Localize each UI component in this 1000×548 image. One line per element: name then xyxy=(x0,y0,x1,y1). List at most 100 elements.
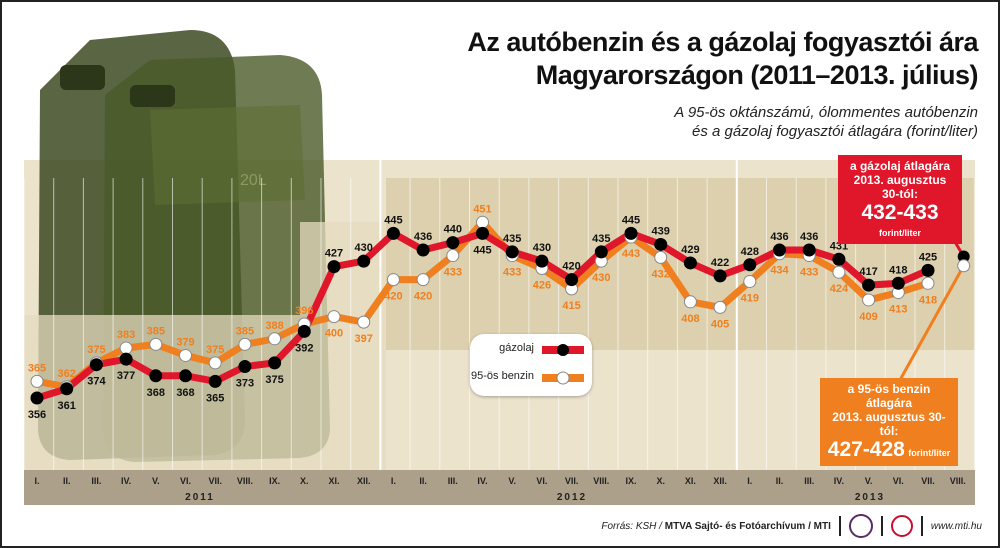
diesel-value-label: 374 xyxy=(87,376,106,388)
diesel-point xyxy=(713,269,727,283)
diesel-value-label: 425 xyxy=(919,251,937,263)
x-tick-label: V. xyxy=(508,476,516,486)
diesel-callout-line2: 2013. augusztus 30-tól: xyxy=(853,173,947,201)
petrol-point xyxy=(743,274,757,288)
diesel-value-label: 427 xyxy=(325,248,343,260)
x-tick-label: II. xyxy=(63,476,71,486)
x-tick-label: VI. xyxy=(180,476,191,486)
petrol-point xyxy=(832,265,846,279)
diesel-value-label: 445 xyxy=(384,214,402,226)
x-tick-label: VIII. xyxy=(237,476,253,486)
petrol-value-label: 415 xyxy=(562,300,580,312)
x-tick-label: III. xyxy=(804,476,814,486)
x-tick-label: XI. xyxy=(328,476,339,486)
x-tick-label: IV. xyxy=(477,476,487,486)
diesel-value-label: 430 xyxy=(355,242,373,254)
diesel-value-label: 373 xyxy=(236,378,254,390)
diesel-callout-value: 432-433 xyxy=(861,201,939,224)
petrol-point xyxy=(149,337,163,351)
x-tick-label: V. xyxy=(152,476,160,486)
diesel-value-label: 377 xyxy=(117,370,135,382)
petrol-value-label: 430 xyxy=(592,272,610,284)
petrol-value-label: 383 xyxy=(117,329,135,341)
diesel-value-label: 436 xyxy=(800,231,818,243)
petrol-point xyxy=(683,295,697,309)
diesel-value-label: 436 xyxy=(770,231,788,243)
petrol-value-label: 396 xyxy=(295,305,313,317)
petrol-point xyxy=(416,273,430,287)
diesel-point xyxy=(891,276,905,290)
subtitle-line-2: és a gázolaj fogyasztói átlagára (forint… xyxy=(692,123,978,140)
diesel-value-label: 417 xyxy=(859,266,877,278)
legend-swatch-petrol xyxy=(542,371,584,385)
x-tick-label: VII. xyxy=(565,476,579,486)
chart-subtitle: A 95-ös oktánszámú, ólommentes autóbenzi… xyxy=(674,103,978,141)
year-label: 2012 xyxy=(557,492,587,503)
diesel-value-label: 435 xyxy=(592,233,610,245)
petrol-value-label: 434 xyxy=(770,265,789,277)
x-tick-label: I. xyxy=(34,476,39,486)
diesel-callout: a gázolaj átlagára 2013. augusztus 30-tó… xyxy=(838,155,962,244)
diesel-value-label: 430 xyxy=(533,242,551,254)
petrol-value-label: 408 xyxy=(681,313,699,325)
x-tick-label: IV. xyxy=(121,476,131,486)
x-tick-label: XII. xyxy=(357,476,371,486)
petrol-value-label: 433 xyxy=(800,267,818,279)
diesel-value-label: 418 xyxy=(889,264,907,276)
x-tick-label: VIII. xyxy=(593,476,609,486)
x-tick-label: III. xyxy=(91,476,101,486)
diesel-point xyxy=(60,382,74,396)
chart-title: Az autóbenzin és a gázolaj fogyasztói ár… xyxy=(467,26,978,92)
diesel-value-label: 422 xyxy=(711,257,729,269)
petrol-value-label: 433 xyxy=(503,267,521,279)
x-tick-label: VI. xyxy=(536,476,547,486)
diesel-point xyxy=(683,256,697,270)
x-tick-label: III. xyxy=(448,476,458,486)
petrol-value-label: 362 xyxy=(58,368,76,380)
petrol-value-label: 419 xyxy=(741,292,759,304)
petrol-value-label: 443 xyxy=(622,248,640,260)
petrol-value-label: 365 xyxy=(28,362,46,374)
diesel-value-label: 439 xyxy=(652,225,670,237)
diesel-point xyxy=(743,258,757,272)
diesel-point xyxy=(921,263,935,277)
petrol-value-label: 375 xyxy=(206,344,224,356)
petrol-callout-line2: 2013. augusztus 30-tól: xyxy=(832,410,946,438)
mti-logo xyxy=(890,515,913,537)
petrol-aug-point xyxy=(957,259,971,273)
petrol-point xyxy=(713,300,727,314)
petrol-value-label: 409 xyxy=(859,311,877,323)
petrol-point xyxy=(30,374,44,388)
diesel-value-label: 435 xyxy=(503,233,521,245)
petrol-value-label: 432 xyxy=(652,268,670,280)
petrol-callout-value: 427-428 xyxy=(827,438,905,461)
petrol-value-label: 424 xyxy=(830,283,849,295)
petrol-value-label: 451 xyxy=(473,203,491,215)
diesel-value-label: 361 xyxy=(58,400,76,412)
diesel-point xyxy=(862,278,876,292)
svg-text:20L: 20L xyxy=(240,172,267,189)
petrol-value-label: 420 xyxy=(384,291,402,303)
diesel-point xyxy=(476,226,489,240)
diesel-callout-line1: a gázolaj átlagára xyxy=(849,159,951,173)
diesel-point xyxy=(594,245,608,259)
petrol-point xyxy=(208,356,222,370)
diesel-point xyxy=(386,226,400,240)
diesel-point xyxy=(89,358,103,372)
diesel-value-label: 368 xyxy=(176,387,194,399)
petrol-callout: a 95-ös benzin átlagára 2013. augusztus … xyxy=(820,378,958,466)
petrol-value-label: 400 xyxy=(325,328,343,340)
diesel-point xyxy=(565,273,579,287)
diesel-value-label: 445 xyxy=(622,214,640,226)
x-tick-label: IX. xyxy=(625,476,636,486)
petrol-value-label: 413 xyxy=(889,304,907,316)
source-prefix: Forrás: KSH / xyxy=(601,520,665,532)
x-tick-label: VII. xyxy=(921,476,935,486)
diesel-point xyxy=(505,245,519,259)
diesel-value-label: 440 xyxy=(444,224,462,236)
diesel-point xyxy=(238,360,252,374)
source-text: MTVA Sajtó- és Fotóarchívum / MTI xyxy=(664,520,831,532)
year-label: 2011 xyxy=(185,492,215,503)
x-tick-label: IV. xyxy=(834,476,844,486)
